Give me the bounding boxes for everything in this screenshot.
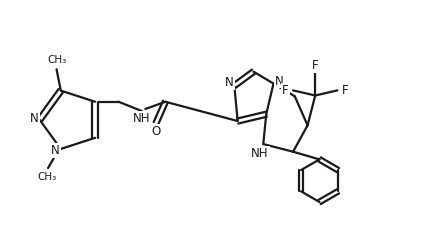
- Text: F: F: [342, 84, 348, 97]
- Text: NH: NH: [133, 112, 151, 125]
- Text: N: N: [30, 112, 39, 125]
- Text: CH₃: CH₃: [37, 173, 57, 182]
- Text: F: F: [282, 84, 289, 97]
- Text: N: N: [275, 74, 284, 87]
- Text: F: F: [312, 59, 319, 72]
- Text: CH₃: CH₃: [48, 55, 67, 65]
- Text: N: N: [51, 144, 60, 157]
- Text: O: O: [151, 125, 161, 138]
- Text: N: N: [225, 76, 233, 89]
- Text: NH: NH: [251, 147, 269, 160]
